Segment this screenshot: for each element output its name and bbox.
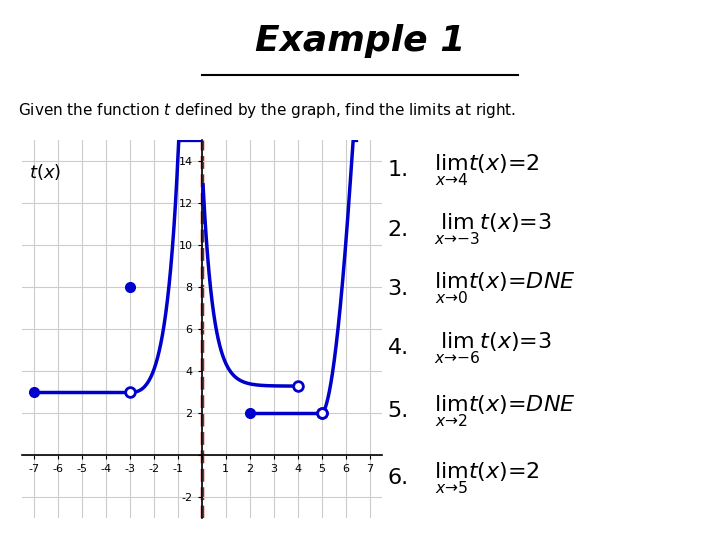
Text: $\lim_{x\to -6} t(x) = 3$: $\lim_{x\to -6} t(x) = 3$ xyxy=(434,330,552,366)
Text: Given the function $t$ defined by the graph, find the limits at right.: Given the function $t$ defined by the gr… xyxy=(18,101,516,120)
Text: $\lim_{x\to -3} t(x) = 3$: $\lim_{x\to -3} t(x) = 3$ xyxy=(434,212,552,247)
Text: $\lim_{x\to 0} t(x)= DNE$: $\lim_{x\to 0} t(x)= DNE$ xyxy=(434,271,576,306)
Text: 2.: 2. xyxy=(387,220,409,240)
Text: 1.: 1. xyxy=(387,160,409,180)
Text: 3.: 3. xyxy=(387,279,409,299)
Text: $\lim_{x\to 5} t(x) = 2$: $\lim_{x\to 5} t(x) = 2$ xyxy=(434,460,540,496)
Text: 6.: 6. xyxy=(387,468,409,488)
Text: Example 1: Example 1 xyxy=(255,24,465,58)
Text: 5.: 5. xyxy=(387,401,409,421)
Text: $\lim_{x\to 4} t(x) = 2$: $\lim_{x\to 4} t(x) = 2$ xyxy=(434,153,540,188)
Text: $\lim_{x\to 2} t(x)= DNE$: $\lim_{x\to 2} t(x)= DNE$ xyxy=(434,393,576,429)
Text: $t(x)$: $t(x)$ xyxy=(29,162,61,182)
Text: 4.: 4. xyxy=(387,338,409,358)
